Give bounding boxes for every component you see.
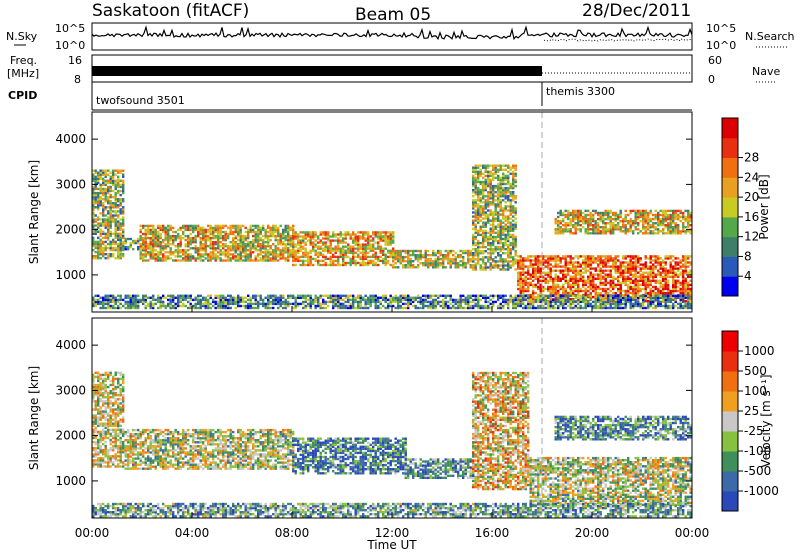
nave-label: Nave <box>752 65 780 78</box>
cpid-label: CPID <box>8 89 37 102</box>
velocity-y-tick-label: 1000 <box>55 474 86 488</box>
velocity-colorbar-tick-label: -100 <box>744 444 771 458</box>
power-y-tick-label: 1000 <box>55 268 86 282</box>
velocity-heatmap <box>92 371 692 518</box>
power-colorbar-swatch <box>722 137 738 159</box>
freq-label-top: Freq. <box>10 54 37 67</box>
power-colorbar-tick-label: 28 <box>744 151 759 165</box>
velocity-colorbar-tick-label: 1000 <box>744 344 775 358</box>
x-tick-label: 00:00 <box>75 526 110 540</box>
velocity-colorbar-swatch <box>722 491 738 512</box>
power-ylabel: Slant Range [km] <box>27 160 41 264</box>
x-axis-label: Time UT <box>366 538 417 552</box>
velocity-colorbar-label: Velocity [m s⁻¹] <box>759 374 773 467</box>
power-colorbar-swatch <box>722 157 738 178</box>
velocity-colorbar-swatch <box>722 371 738 392</box>
x-tick-label: 12:00 <box>375 526 410 540</box>
velocity-colorbar-tick-label: -25 <box>744 424 764 438</box>
power-colorbar-tick-label: 16 <box>744 210 759 224</box>
power-colorbar-tick-label: 4 <box>744 269 752 283</box>
power-colorbar-label: Power [dB] <box>757 174 771 239</box>
nave-tick-bottom: 0 <box>708 73 715 86</box>
power-colorbar-tick-label: 20 <box>744 190 759 204</box>
power-colorbar-swatch <box>722 197 738 218</box>
velocity-colorbar-swatch <box>722 411 738 432</box>
search-label: N.Search <box>745 30 795 43</box>
freq-bar <box>92 66 542 76</box>
power-colorbar-swatch <box>722 236 738 257</box>
power-colorbar-tick-label: 8 <box>744 249 752 263</box>
sky-tick-top: 10^5 <box>55 22 85 35</box>
velocity-y-tick-label: 4000 <box>55 338 86 352</box>
cpid-strip: CPID twofsound 3501 themis 3300 <box>8 82 692 111</box>
freq-panel: Freq. [MHz] 16 8 60 0 Nave <box>7 54 780 86</box>
velocity-panel: 1000 2000 3000 4000 Slant Range [km] 1000 50… <box>27 317 779 519</box>
sky-panel: N.Sky 10^5 10^0 10^5 10^0 N.Search <box>6 22 795 52</box>
velocity-colorbar-tick-label: 500 <box>744 364 767 378</box>
power-colorbar-swatch <box>722 177 738 198</box>
power-panel: 1000 2000 3000 4000 Slant Range [km] 4 8 12 16… <box>27 111 771 313</box>
velocity-colorbar-swatch <box>722 391 738 412</box>
power-colorbar-tick-label: 12 <box>744 230 759 244</box>
sky-count-line <box>91 25 693 41</box>
search-tick-bottom: 10^0 <box>706 39 736 52</box>
x-tick-label: 20:00 <box>575 526 610 540</box>
power-y-tick-label: 3000 <box>55 177 86 191</box>
velocity-colorbar-swatch <box>722 431 738 452</box>
search-count-line <box>543 38 693 42</box>
freq-label-bottom: [MHz] <box>7 67 39 80</box>
x-tick-label: 04:00 <box>175 526 210 540</box>
x-tick-label: 00:00 <box>675 526 710 540</box>
velocity-colorbar-tick-label: 25 <box>744 404 759 418</box>
velocity-colorbar-tick-label: -1000 <box>744 484 779 498</box>
power-colorbar-swatch <box>722 276 738 297</box>
nave-tick-top: 60 <box>708 54 722 67</box>
power-colorbar-swatch <box>722 118 738 139</box>
freq-tick-bottom: 8 <box>74 73 81 86</box>
cpid-mode-themis: themis 3300 <box>546 85 615 98</box>
x-tick-label: 08:00 <box>275 526 310 540</box>
velocity-y-tick-label: 2000 <box>55 429 86 443</box>
velocity-colorbar-tick-label: 100 <box>744 384 767 398</box>
freq-tick-top: 16 <box>68 54 82 67</box>
velocity-ylabel: Slant Range [km] <box>27 366 41 470</box>
power-heatmap <box>92 164 692 310</box>
sky-label: N.Sky <box>6 30 38 43</box>
search-tick-top: 10^5 <box>706 22 736 35</box>
power-y-tick-label: 4000 <box>55 132 86 146</box>
velocity-colorbar-swatch <box>722 471 738 492</box>
velocity-colorbar-swatch <box>722 351 738 372</box>
cpid-mode-twofsound: twofsound 3501 <box>96 94 185 107</box>
velocity-colorbar: 1000 500 100 25 -25 -100 -500 -1000 Velocity [m… <box>721 330 779 512</box>
power-colorbar-tick-label: 24 <box>744 170 759 184</box>
date-title: 28/Dec/2011 <box>582 1 691 21</box>
power-y-tick-label: 2000 <box>55 223 86 237</box>
velocity-y-tick-label: 3000 <box>55 383 86 397</box>
velocity-colorbar-swatch <box>722 331 738 352</box>
time-x-axis: 00:00 04:00 08:00 12:00 16:00 20:00 00:00 <box>75 306 710 540</box>
x-tick-label: 16:00 <box>475 526 510 540</box>
velocity-y-axis: 1000 2000 3000 4000 <box>55 338 692 488</box>
power-colorbar: 4 8 12 16 20 24 28 Power [dB] <box>721 117 771 297</box>
velocity-colorbar-tick-label: -500 <box>744 464 771 478</box>
velocity-colorbar-swatch <box>722 451 738 472</box>
power-colorbar-swatch <box>722 256 738 277</box>
beam-title: Beam 05 <box>355 5 431 25</box>
station-title: Saskatoon (fitACF) <box>92 1 249 21</box>
power-colorbar-swatch <box>722 216 738 238</box>
sky-tick-bottom: 10^0 <box>55 39 85 52</box>
power-y-axis: 1000 2000 3000 4000 <box>55 132 692 282</box>
